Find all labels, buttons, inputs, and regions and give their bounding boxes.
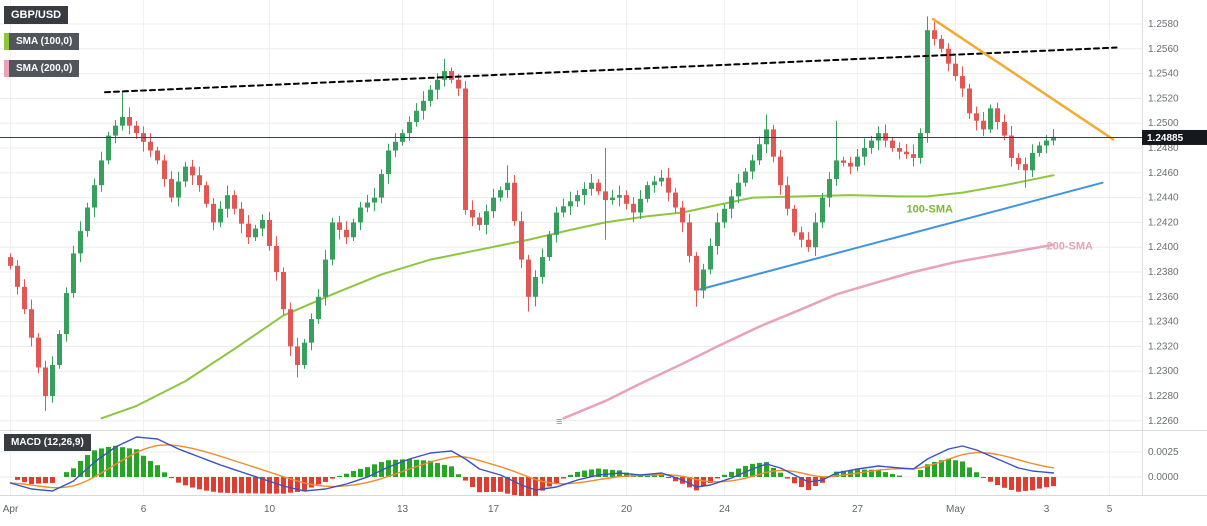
time-label: 3 [1043, 504, 1050, 515]
time-axis[interactable]: Apr 6 10 13 17 20 24 27 May 3 5 [0, 496, 1207, 526]
time-label: 27 [851, 504, 864, 515]
dashed-resistance-trendline [104, 46, 1118, 94]
price-tick-label: 1.2500 [1148, 118, 1179, 129]
price-tick-label: 1.2300 [1148, 366, 1179, 377]
time-label: 20 [620, 504, 633, 515]
price-tick-label: 1.2460 [1148, 168, 1179, 179]
100-sma-label: 100-SMA [907, 203, 954, 215]
price-tick-label: 1.2580 [1148, 19, 1179, 30]
sma200-indicator-badge[interactable]: SMA (200,0) [4, 60, 80, 77]
price-tick-label: 1.2540 [1148, 69, 1179, 80]
time-label: 17 [487, 504, 500, 515]
descending-trendline [931, 17, 1115, 141]
last-price-tag [1142, 129, 1207, 145]
pane-resize-handle[interactable]: ≡ [556, 416, 563, 428]
macd-indicator-badge[interactable]: MACD (12,26,9) [4, 434, 91, 451]
price-pane: 1.2580 1.2560 1.2540 1.2520 1.2500 1.2480 1.24… [0, 0, 1207, 430]
price-tick-label: 1.2520 [1148, 93, 1179, 104]
macd-histogram [15, 445, 1056, 496]
ascending-trendline [699, 181, 1104, 291]
price-tick-label: 1.2340 [1148, 317, 1179, 328]
sma100-indicator-badge[interactable]: SMA (100,0) [4, 33, 80, 50]
time-label: 10 [263, 504, 276, 515]
macd-tick-label: 0.0025 [1148, 447, 1179, 458]
price-tick-label: 1.2440 [1148, 193, 1179, 204]
time-label: May [946, 504, 965, 515]
macd-line [9, 436, 1055, 492]
macd-signal-line [9, 444, 1055, 489]
price-chart-canvas[interactable]: 1.25801.25601.25401.25201.25001.24801.24… [0, 0, 1207, 430]
symbol-badge[interactable]: GBP/USD [4, 6, 69, 24]
price-tick-label: 1.2280 [1148, 391, 1179, 402]
time-label: Apr [2, 504, 19, 515]
macd-tick-label: 0.0000 [1148, 472, 1179, 483]
price-tick-label: 1.2560 [1148, 44, 1179, 55]
price-tick-label: 1.2260 [1148, 416, 1179, 427]
macd-chart-canvas[interactable]: 0.0025 0.0000 [0, 430, 1207, 496]
time-label: 24 [718, 504, 731, 515]
sma200-line [562, 243, 1055, 420]
price-tick-label: 1.2320 [1148, 341, 1179, 352]
macd-pane: 0.0025 0.0000 MACD (12,26,9) [0, 430, 1207, 496]
price-tick-label: 1.2420 [1148, 217, 1179, 228]
last-price-tag-label: 1.24885 [1147, 133, 1184, 144]
price-tick-label: 1.2380 [1148, 267, 1179, 278]
price-tick-label: 1.2400 [1148, 242, 1179, 253]
time-label: 13 [396, 504, 409, 515]
price-tick-label: 1.2360 [1148, 292, 1179, 303]
200-sma-label: 200-SMA [1047, 241, 1094, 253]
time-label: 5 [1106, 504, 1113, 515]
time-label: 6 [140, 504, 147, 515]
price-tick-label: 1.2480 [1148, 143, 1179, 154]
candles [8, 16, 1056, 411]
